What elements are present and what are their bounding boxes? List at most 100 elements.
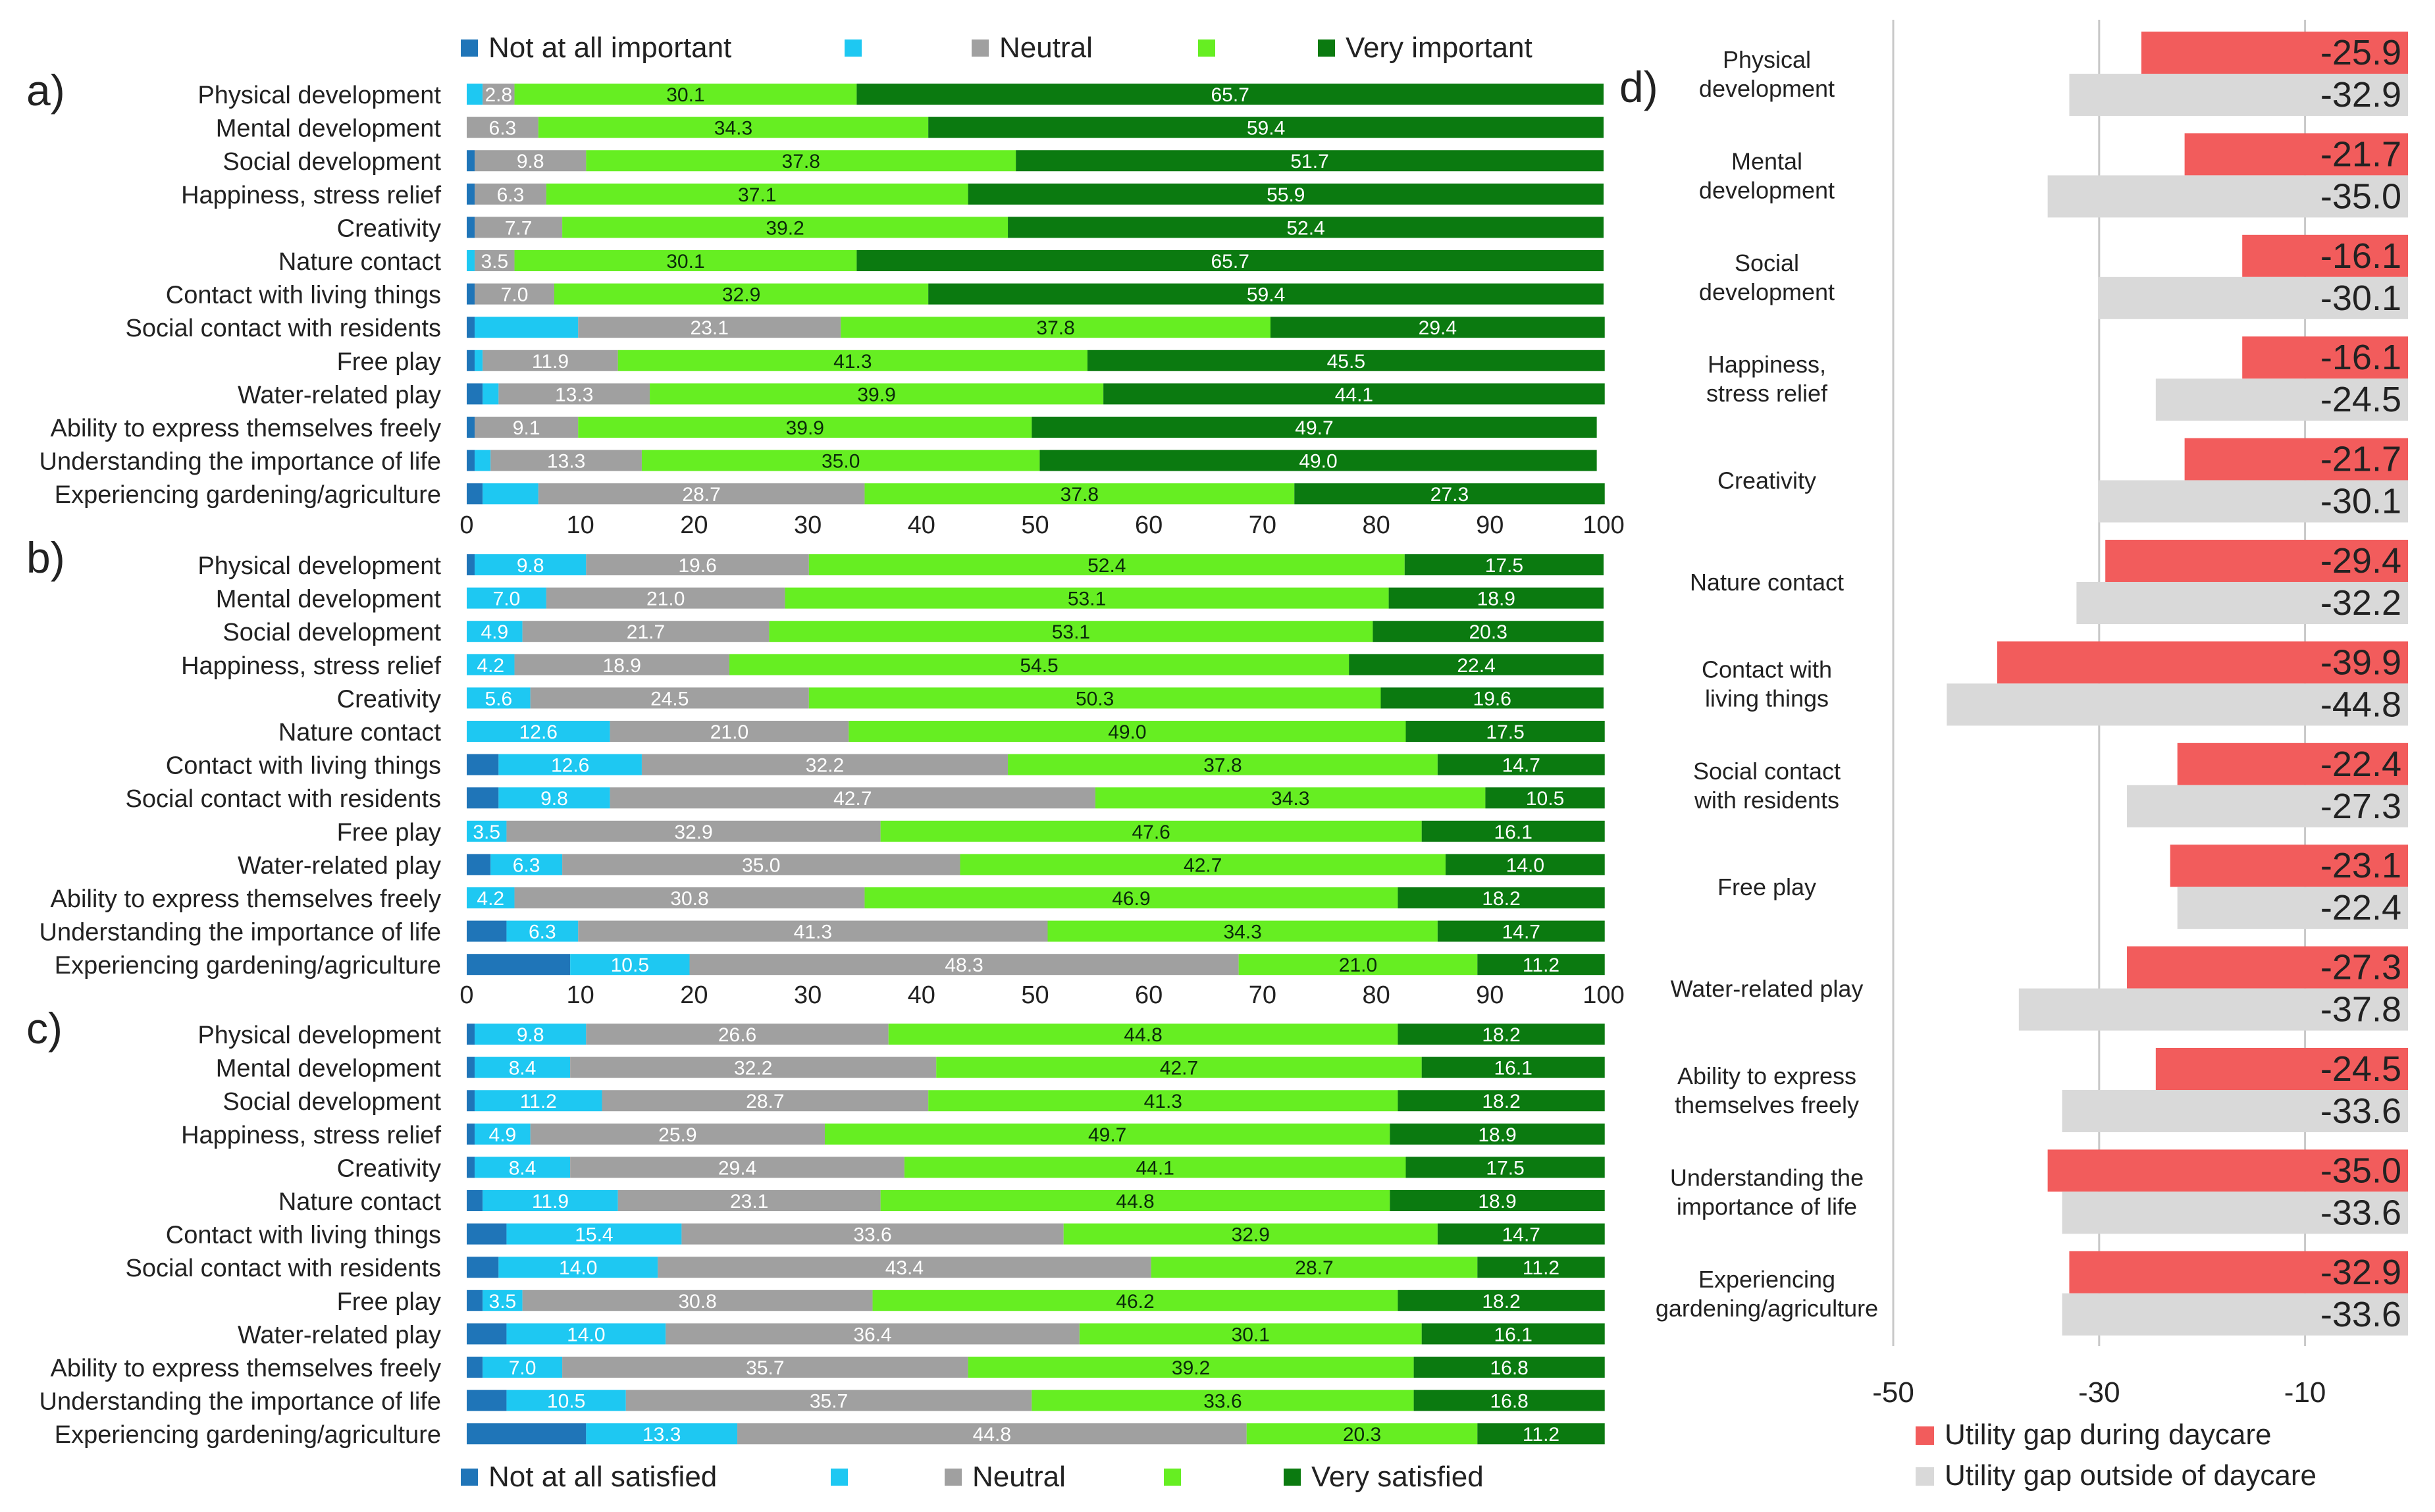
panel-c-data-label: 20.3 — [1343, 1424, 1381, 1446]
panel-c-bar-very-satisfied — [1421, 1056, 1605, 1078]
panel-a-data-label: 29.4 — [1419, 317, 1457, 339]
panel-b-bar-very-satisfied — [1349, 654, 1604, 675]
panel-b-bar-slightly-satisfied — [467, 887, 515, 908]
panel-b-bar-satisfied — [1008, 754, 1438, 775]
legend-top-swatch-0 — [461, 39, 478, 57]
panel-letter-1: b) — [26, 533, 65, 582]
panel-b-bar-neutral — [506, 820, 881, 842]
panel-d-category-label: living things — [1705, 685, 1829, 712]
panel-b-bar-satisfied — [808, 554, 1405, 575]
panel-b-bar-slightly-satisfied — [570, 954, 690, 976]
panel-d-category-label: development — [1699, 176, 1835, 203]
panel-d-bar-outside — [2047, 175, 2408, 218]
panel-d-value-daycare: -21.7 — [2320, 440, 2401, 479]
panel-c-bar-neutral — [570, 1056, 937, 1078]
panel-a-bar-neutral — [475, 417, 579, 438]
panel-b-bar-not-at-all-satisfied — [467, 554, 475, 575]
panel-b-bar-slightly-satisfied — [467, 687, 531, 709]
panel-c-bar-not-at-all-satisfied — [467, 1323, 507, 1345]
panel-d-bar-outside — [2177, 887, 2408, 929]
panel-letter-2: c) — [26, 1004, 63, 1053]
panel-b-data-label: 21.7 — [627, 621, 665, 643]
panel-c-bar-very-satisfied — [1413, 1390, 1605, 1411]
panel-a-category-label: Physical development — [197, 82, 441, 109]
panel-a-bar-not-at-all-important — [467, 483, 483, 505]
panel-b-data-label: 37.8 — [1203, 755, 1242, 777]
legend-top-swatch-3 — [1198, 39, 1215, 57]
panel-a-bar-very-important — [856, 84, 1604, 105]
panel-c-category-label: Happiness, stress relief — [181, 1122, 441, 1149]
legend-bottom-label-2: Neutral — [972, 1461, 1066, 1493]
panel-d-bar-daycare — [2184, 438, 2408, 481]
panel-c-bar-satisfied — [1079, 1323, 1422, 1345]
panel-a-x-tick: 70 — [1249, 511, 1276, 539]
panel-b-bar-not-at-all-satisfied — [467, 954, 571, 976]
panel-d-value-daycare: -22.4 — [2320, 744, 2401, 784]
panel-b-x-tick: 10 — [567, 981, 594, 1009]
panel-c-data-label: 14.0 — [567, 1324, 605, 1345]
panel-d-category-label: Physical — [1723, 46, 1811, 73]
panel-a-category-label: Free play — [337, 348, 441, 376]
panel-c-bar-not-at-all-satisfied — [467, 1357, 483, 1378]
panel-c-bar-satisfied — [968, 1357, 1414, 1378]
panel-c-bar-very-satisfied — [1390, 1190, 1605, 1211]
panel-b-bar-satisfied — [960, 854, 1446, 875]
panel-c-bar-neutral — [625, 1390, 1032, 1411]
panel-b-bar-slightly-satisfied — [467, 820, 507, 842]
panel-a-bar-slightly-important — [467, 84, 483, 105]
panel-d-bar-daycare — [2069, 1251, 2408, 1293]
panel-c-bar-satisfied — [1032, 1390, 1414, 1411]
panel-b-bar-satisfied — [880, 820, 1422, 842]
panel-b-category-label: Happiness, stress relief — [181, 652, 441, 680]
panel-d-value-daycare: -24.5 — [2320, 1049, 2401, 1089]
panel-d-value-daycare: -29.4 — [2320, 541, 2401, 581]
panel-b-data-label: 7.0 — [493, 588, 521, 610]
panel-c-data-label: 44.8 — [1124, 1024, 1162, 1046]
panel-a-bar-neutral — [483, 350, 618, 371]
panel-a-bar-important — [617, 350, 1087, 371]
panel-c-bar-slightly-satisfied — [475, 1157, 571, 1178]
panel-a-data-label: 11.9 — [532, 351, 569, 373]
panel-b-category-label: Physical development — [197, 552, 441, 580]
panel-a-data-label: 41.3 — [833, 351, 872, 373]
panel-a-bar-very-important — [1039, 450, 1597, 471]
panel-b-x-tick: 0 — [459, 981, 473, 1009]
panel-d-value-daycare: -35.0 — [2320, 1151, 2401, 1190]
panel-c-category-label: Understanding the importance of life — [39, 1388, 441, 1416]
panel-a-data-label: 30.1 — [666, 251, 704, 273]
panel-a-bar-very-important — [1032, 417, 1597, 438]
panel-c-bar-slightly-satisfied — [506, 1223, 682, 1245]
panel-b-category-label: Experiencing gardening/agriculture — [55, 952, 441, 979]
panel-c-bar-satisfied — [1246, 1423, 1478, 1445]
panel-c-data-label: 29.4 — [718, 1157, 756, 1179]
panel-c-bar-satisfied — [936, 1056, 1422, 1078]
panel-b-bar-neutral — [610, 721, 849, 742]
panel-b-data-label: 4.9 — [481, 621, 508, 643]
panel-a-bar-slightly-important — [467, 250, 475, 271]
panel-c-data-label: 18.9 — [1478, 1191, 1516, 1212]
panel-d-bar-daycare — [1997, 641, 2408, 684]
legend-top-swatch-1 — [845, 39, 862, 57]
panel-a-data-label: 9.1 — [513, 417, 540, 439]
panel-a-bar-not-at-all-important — [467, 150, 475, 172]
panel-d-legend-swatch-0 — [1916, 1426, 1934, 1445]
panel-d-bar-daycare — [2242, 336, 2408, 379]
panel-b-data-label: 54.5 — [1020, 655, 1058, 677]
panel-c-bar-slightly-satisfied — [506, 1390, 626, 1411]
panel-a-bar-neutral — [475, 217, 563, 238]
panel-c-data-label: 14.7 — [1502, 1224, 1540, 1246]
panel-d-bar-daycare — [2242, 234, 2408, 277]
panel-a-bar-neutral — [498, 383, 650, 405]
panel-a-bar-important — [841, 317, 1270, 338]
panel-d-bar-daycare — [2177, 743, 2408, 785]
panel-c-data-label: 33.6 — [1203, 1391, 1242, 1413]
panel-b-category-label: Free play — [337, 819, 441, 847]
panel-a-bar-slightly-important — [475, 450, 491, 471]
panel-d-bar-outside — [2018, 988, 2408, 1031]
panel-b-x-tick: 50 — [1021, 981, 1049, 1009]
panel-a-data-label: 32.9 — [722, 284, 760, 306]
panel-a-bar-important — [864, 483, 1295, 505]
panel-c-data-label: 35.7 — [810, 1391, 848, 1413]
panel-c-bar-not-at-all-satisfied — [467, 1257, 499, 1278]
